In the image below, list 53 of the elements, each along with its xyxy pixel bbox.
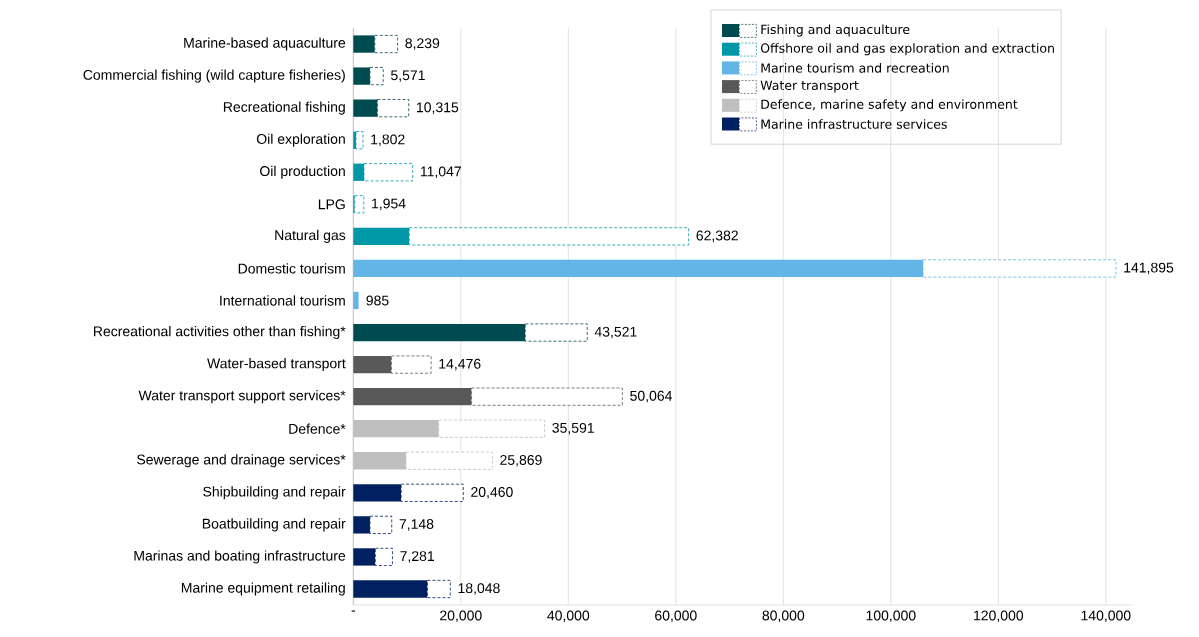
total-label: 14,476 [439,358,481,371]
x-tick-label: 80,000 [762,610,805,623]
x-tick-label: 20,000 [440,610,482,623]
x-tick-label: 140,000 [1081,610,1131,623]
y-tick-label: Domestic tourism [238,263,345,274]
total-label: 20,460 [471,487,513,499]
total-label: 50,064 [630,390,672,403]
legend-label: Defence, marine safety and environment [761,99,1018,112]
legend-label: Offshore oil and gas exploration and extraction [760,43,1054,56]
legend-label: Marine infrastructure services [761,119,947,129]
y-tick-label: Recreational activities other than fishing* [93,326,346,340]
y-tick-label: Marinas and boating infrastructure [134,550,346,564]
legend-label: Fishing and aquaculture [761,24,910,37]
total-label: 11,047 [420,166,461,179]
bar [354,195,365,214]
total-label: 141,895 [1124,262,1174,275]
total-label: 8,239 [405,38,440,50]
total-label: 35,591 [552,422,594,435]
total-label: 43,521 [594,326,637,339]
y-tick-label: Boatbuilding and repair [202,518,346,532]
total-label: 62,382 [696,230,738,243]
total-label: 1,954 [372,198,406,211]
x-tick-label: 120,000 [974,610,1024,623]
legend-label: Marine tourism and recreation [761,63,949,73]
total-label: 7,281 [400,551,434,563]
y-tick-label: Natural gas [275,229,346,243]
y-tick-label: Water-based transport [207,358,346,372]
bar [353,291,359,310]
x-tick-label: 60,000 [655,610,697,623]
y-tick-label: Marine-based aquaculture [184,37,346,51]
x-tick-label: - [351,610,356,612]
total-label: 25,869 [500,454,542,467]
total-label: 18,048 [458,583,500,595]
total-label: 7,148 [399,519,434,531]
x-tick-label: 100,000 [866,610,916,623]
total-label: 1,802 [371,134,405,146]
legend-label: Water transport [760,80,859,93]
y-tick-label: Defence* [289,423,346,434]
bar [355,131,364,150]
y-tick-label: Commercial fishing (wild capture fisheries) [83,69,345,83]
total-label: 10,315 [417,102,459,114]
y-tick-label: Recreational fishing [223,101,345,115]
y-tick-label: Shipbuilding and repair [203,486,346,500]
y-tick-label: International tourism [220,295,345,306]
y-tick-label: LPG [318,199,345,210]
total-label: 985 [366,295,389,306]
y-tick-label: Oil exploration [256,133,345,147]
y-tick-label: Water transport support services* [138,390,346,404]
x-tick-label: 40,000 [547,610,590,623]
y-tick-label: Sewerage and drainage services* [137,454,346,468]
y-tick-label: Marine equipment retailing [181,582,345,596]
y-tick-label: Oil production [260,165,345,179]
total-label: 5,571 [391,70,425,82]
